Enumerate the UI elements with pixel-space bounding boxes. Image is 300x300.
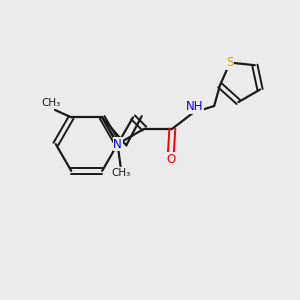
Text: NH: NH [186, 100, 204, 113]
Text: S: S [226, 56, 234, 69]
Text: N: N [113, 138, 122, 151]
Text: O: O [166, 153, 176, 166]
Text: CH₃: CH₃ [111, 168, 130, 178]
Text: CH₃: CH₃ [41, 98, 60, 109]
